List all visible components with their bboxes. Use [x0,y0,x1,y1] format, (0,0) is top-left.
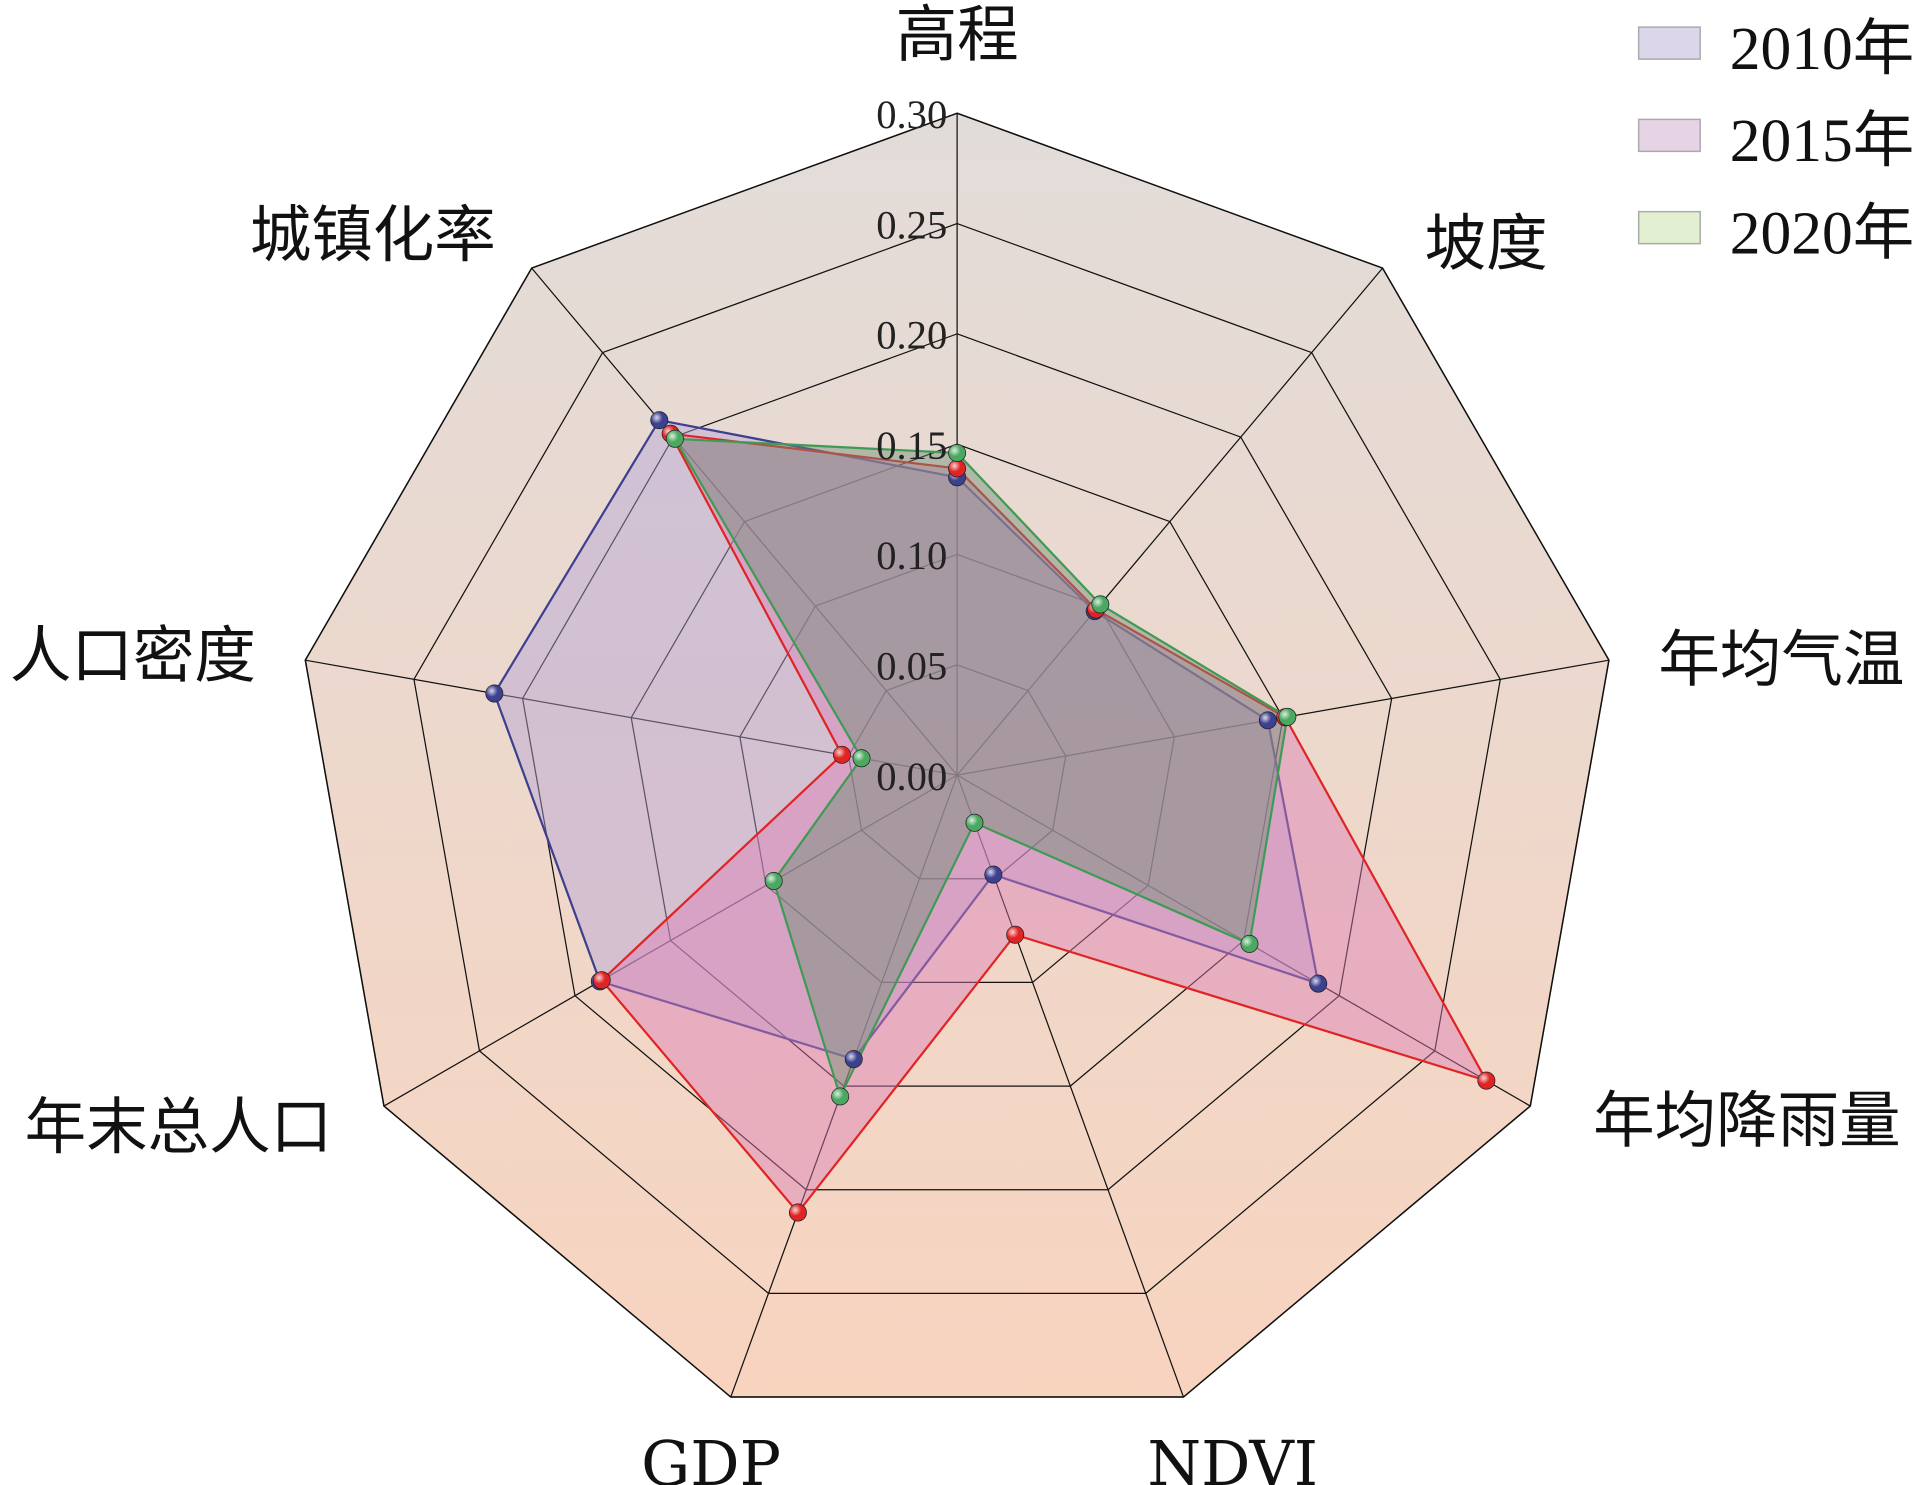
legend-label: 2010年 [1730,15,1915,83]
data-point-highlight [789,1203,807,1222]
data-point-highlight [948,459,966,478]
axis-spoke [730,774,958,1398]
data-point-highlight [965,814,984,832]
axis-spoke [956,267,1384,776]
legend-label: 2020年 [1730,199,1915,267]
tick-label: 0.30 [876,92,947,137]
grid-ring [413,222,1501,1295]
data-point-highlight [845,1050,863,1068]
series-area-2 [672,437,1289,1100]
legend: 2010年 2015年 2020年 [1637,15,1915,267]
grid-ring [739,553,1176,984]
series-area-1 [600,432,1489,1215]
data-point-highlight [666,430,684,448]
series-layer [485,411,1496,1222]
data-point-highlight [765,872,783,890]
grid-ring [304,112,1610,1398]
data-point-highlight [1091,595,1109,614]
data-point-highlight [948,444,966,462]
data-point-highlight [593,971,611,989]
tick-label: 0.10 [876,533,947,578]
tick-label: 0.25 [876,202,947,247]
data-point-highlight [852,749,871,767]
axis-spoke [383,774,958,1107]
data-point-highlight [984,866,1002,884]
legend-swatch [1637,210,1701,245]
data-point-highlight [1259,711,1277,729]
data-point-highlight [1006,926,1024,944]
data-point-highlight [650,411,668,429]
radial-tick-labels: 0.00 0.05 0.10 0.15 0.20 0.25 0.30 [876,92,947,799]
axis-spoke [531,267,958,776]
data-point-highlight [1240,935,1259,953]
axis-label: 年均气温 [1658,623,1904,695]
legend-label: 2015年 [1730,107,1915,175]
legend-swatch [1637,118,1701,153]
axis-label: 人口密度 [10,620,256,692]
grid-ring [521,333,1393,1191]
axis-label: 年均降雨量 [1593,1085,1901,1157]
grid-ring [630,443,1284,1087]
grid-ring [847,664,1067,880]
axis-label: NDVI [1147,1428,1318,1485]
series-area-0 [493,418,1320,1061]
data-point-highlight [1309,974,1327,993]
axis-label: 城镇化率 [250,199,496,271]
axis-label: 年末总人口 [25,1091,333,1163]
data-point-highlight [833,746,851,764]
data-point-highlight [485,684,503,703]
data-point-highlight [1278,708,1296,726]
tick-label: 0.00 [876,754,947,799]
data-point-highlight [831,1087,849,1106]
tick-label: 0.20 [876,313,947,358]
axis-label: 高程 [896,0,1019,70]
data-point-highlight [1477,1072,1495,1090]
tick-label: 0.15 [876,423,947,468]
legend-swatch [1637,26,1701,60]
tick-label: 0.05 [876,644,947,689]
axis-label: 坡度 [1425,208,1548,280]
axis-label: GDP [641,1428,781,1485]
